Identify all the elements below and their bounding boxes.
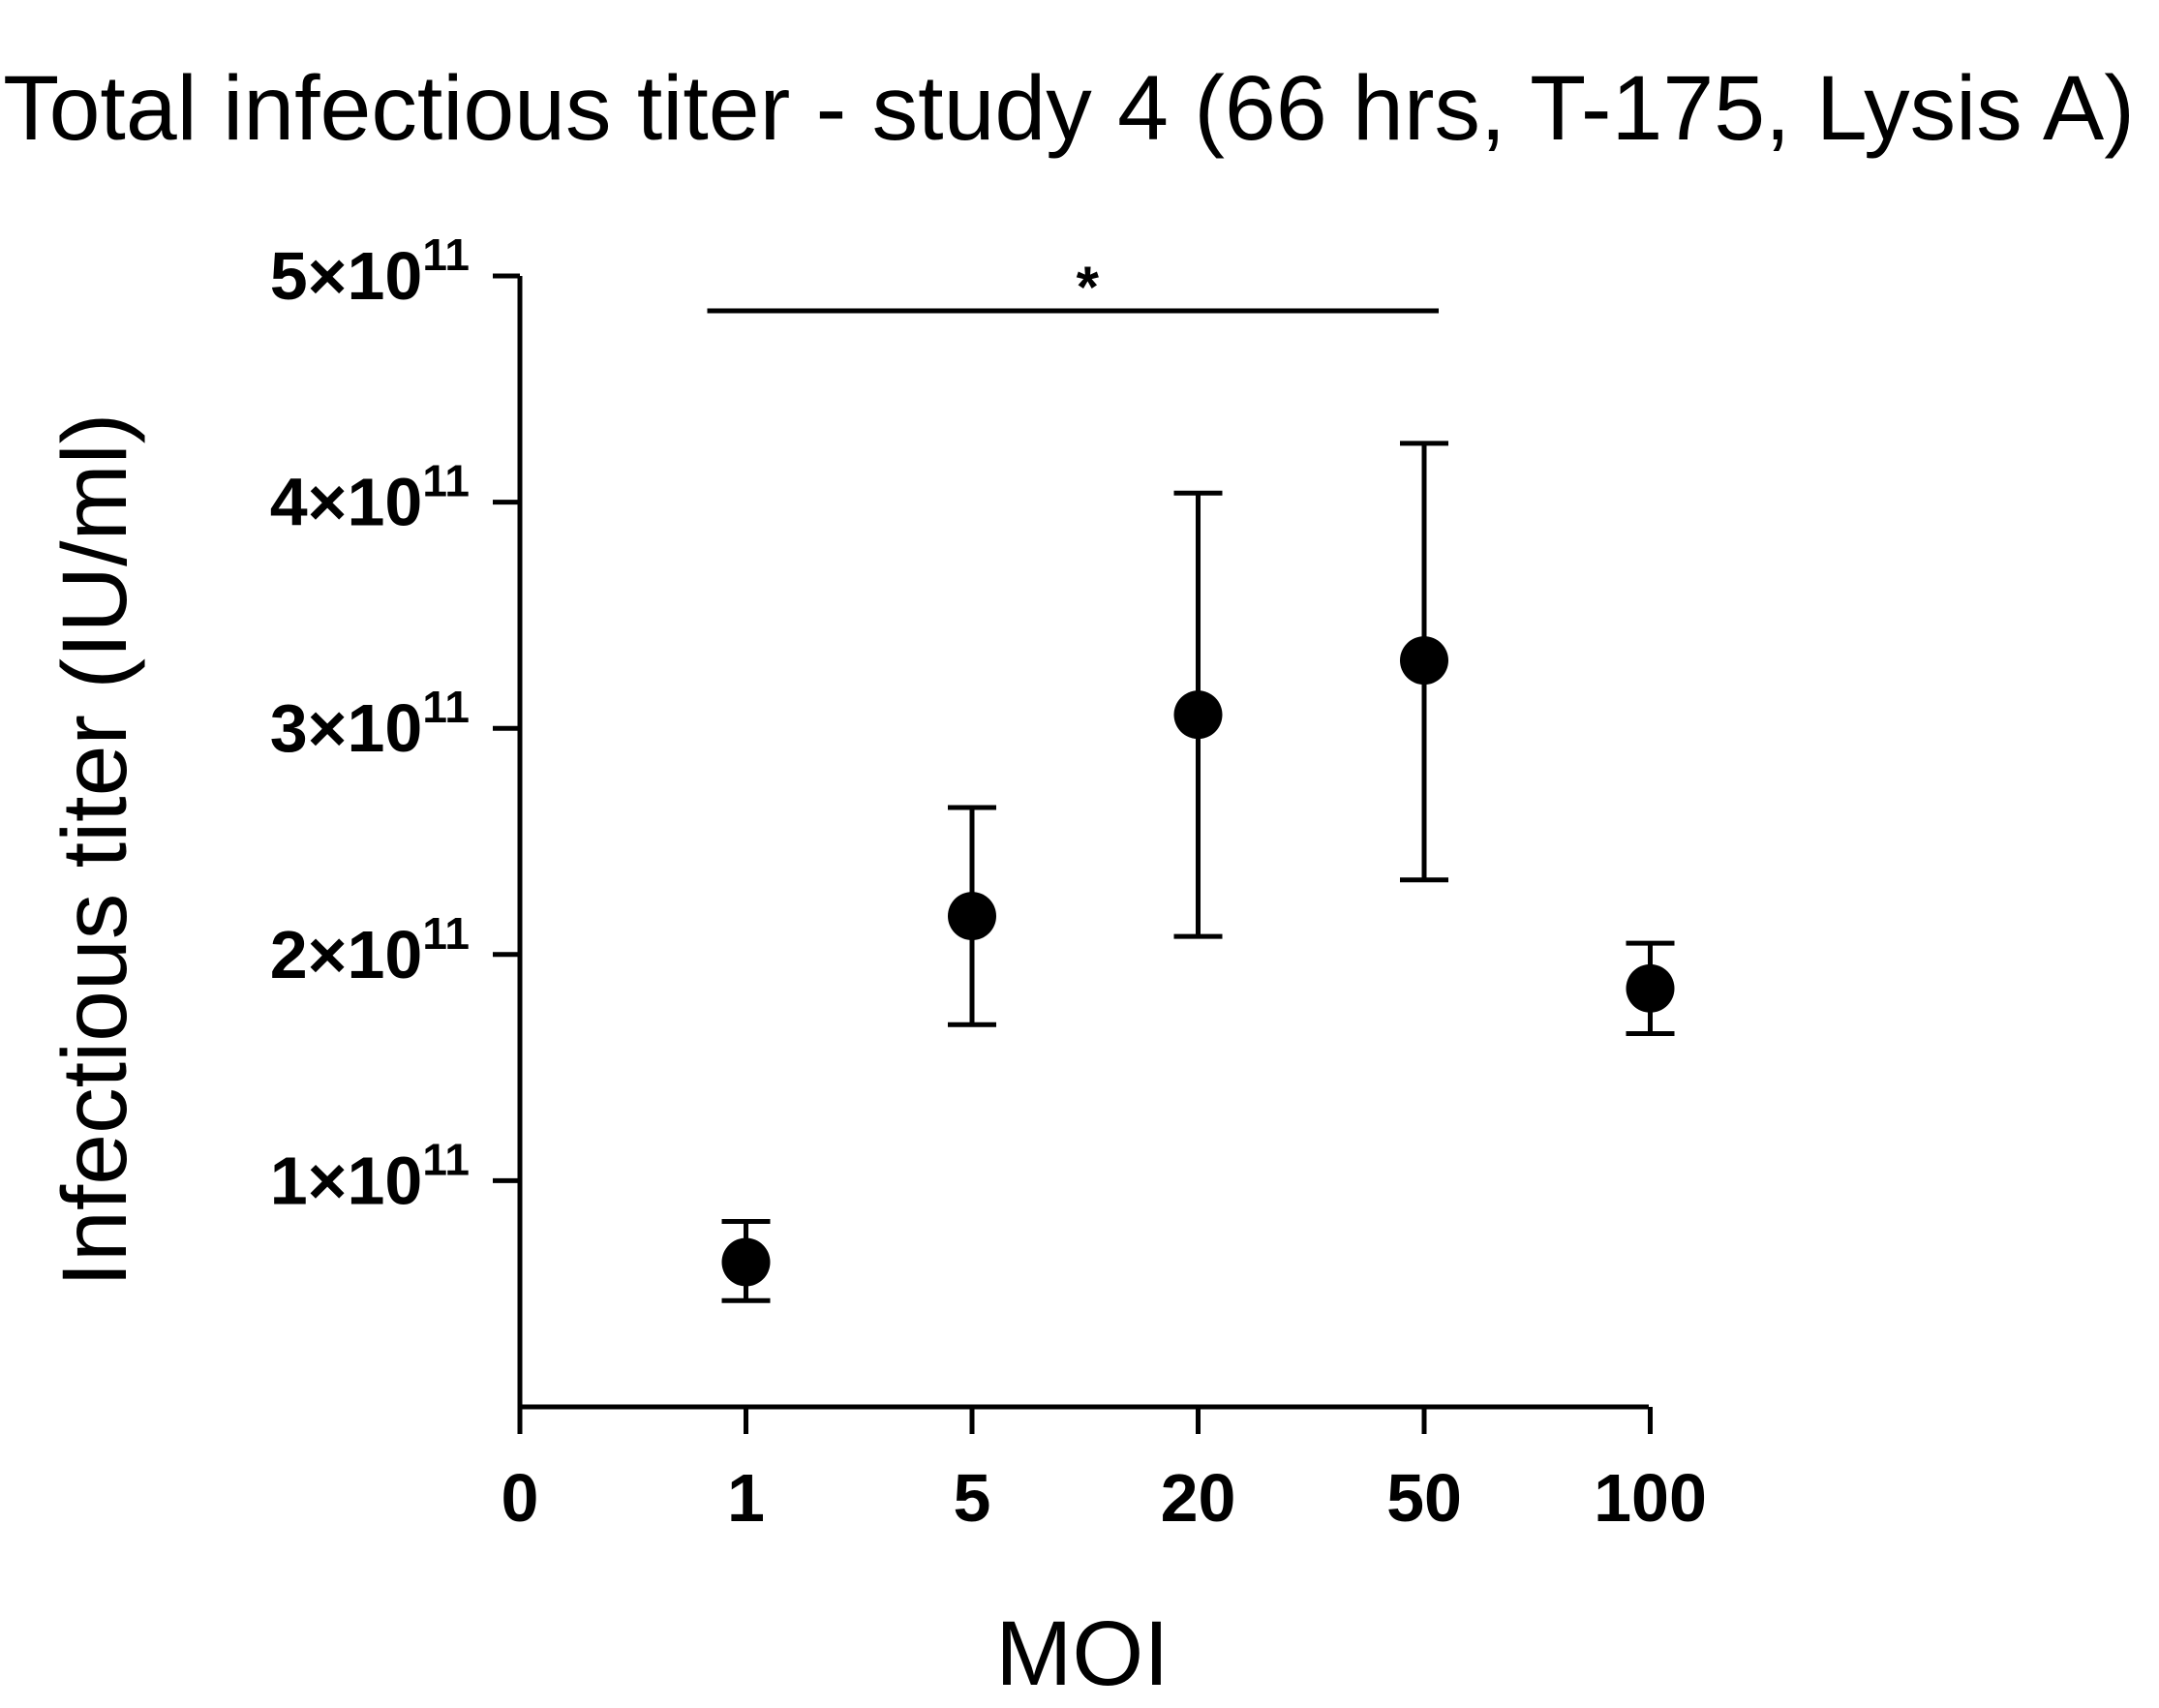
y-tick-mantissa: 3×10 <box>270 690 423 766</box>
y-tick-exponent: 11 <box>422 229 470 280</box>
data-point <box>1626 963 1675 1013</box>
x-tick-label: 100 <box>1594 1460 1707 1536</box>
x-tick-label: 50 <box>1386 1460 1462 1536</box>
x-tick-label: 1 <box>727 1460 765 1536</box>
data-point <box>948 892 996 941</box>
data-point-group <box>948 805 996 1027</box>
y-tick-exponent: 11 <box>422 908 470 959</box>
y-axis-label: Infectious titer (IU/ml) <box>44 413 146 1288</box>
data-point <box>1400 636 1448 686</box>
y-tick-mantissa: 5×10 <box>270 238 423 314</box>
significance-annotations: * <box>707 255 1439 320</box>
x-tick-label: 20 <box>1161 1460 1236 1536</box>
x-tick-label: 0 <box>502 1460 539 1536</box>
y-tick-label: 1×1011 <box>270 1134 470 1218</box>
data-points <box>721 441 1675 1303</box>
x-axis-label: MOI <box>995 1602 1169 1705</box>
significance-label: * <box>1077 255 1100 320</box>
y-tick-label: 4×1011 <box>270 456 470 540</box>
y-tick-mantissa: 4×10 <box>270 465 423 540</box>
chart-title: Total infectious titer - study 4 (66 hrs… <box>3 57 2135 160</box>
y-tick-label: 2×1011 <box>270 908 470 992</box>
data-point-group <box>1626 940 1675 1037</box>
y-tick-exponent: 11 <box>422 456 470 506</box>
x-ticks: 0 1 5 20 50 100 <box>502 1407 1707 1536</box>
y-tick-label: 5×1011 <box>270 229 470 314</box>
data-point <box>1173 690 1223 740</box>
y-tick-exponent: 11 <box>422 1134 470 1184</box>
data-point <box>721 1237 771 1287</box>
y-tick-mantissa: 1×10 <box>270 1143 423 1218</box>
y-tick-mantissa: 2×10 <box>270 917 423 992</box>
y-tick-label: 3×1011 <box>270 682 470 766</box>
x-tick-label: 5 <box>954 1460 991 1536</box>
data-point-group <box>1173 490 1223 939</box>
y-tick-exponent: 11 <box>422 682 470 732</box>
axes <box>517 276 1649 1410</box>
data-point-group <box>1400 441 1448 883</box>
data-point-group <box>721 1218 771 1303</box>
